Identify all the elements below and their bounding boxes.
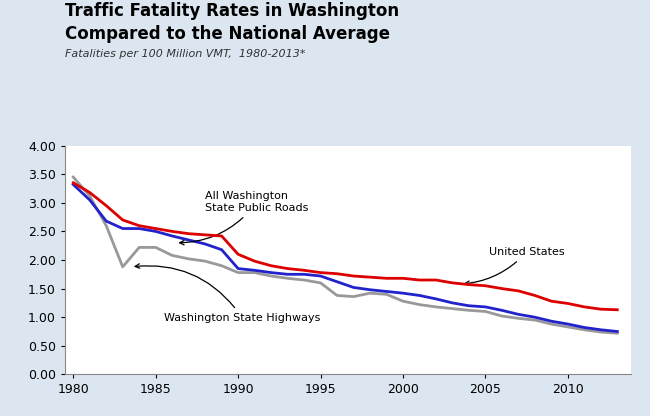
Text: United States: United States xyxy=(465,247,564,285)
Text: Traffic Fatality Rates in Washington: Traffic Fatality Rates in Washington xyxy=(65,2,399,20)
Text: Fatalities per 100 Million VMT,  1980-2013*: Fatalities per 100 Million VMT, 1980-201… xyxy=(65,49,306,59)
Text: Washington State Highways: Washington State Highways xyxy=(135,264,320,323)
Text: Compared to the National Average: Compared to the National Average xyxy=(65,25,390,43)
Text: All Washington
State Public Roads: All Washington State Public Roads xyxy=(179,191,309,245)
